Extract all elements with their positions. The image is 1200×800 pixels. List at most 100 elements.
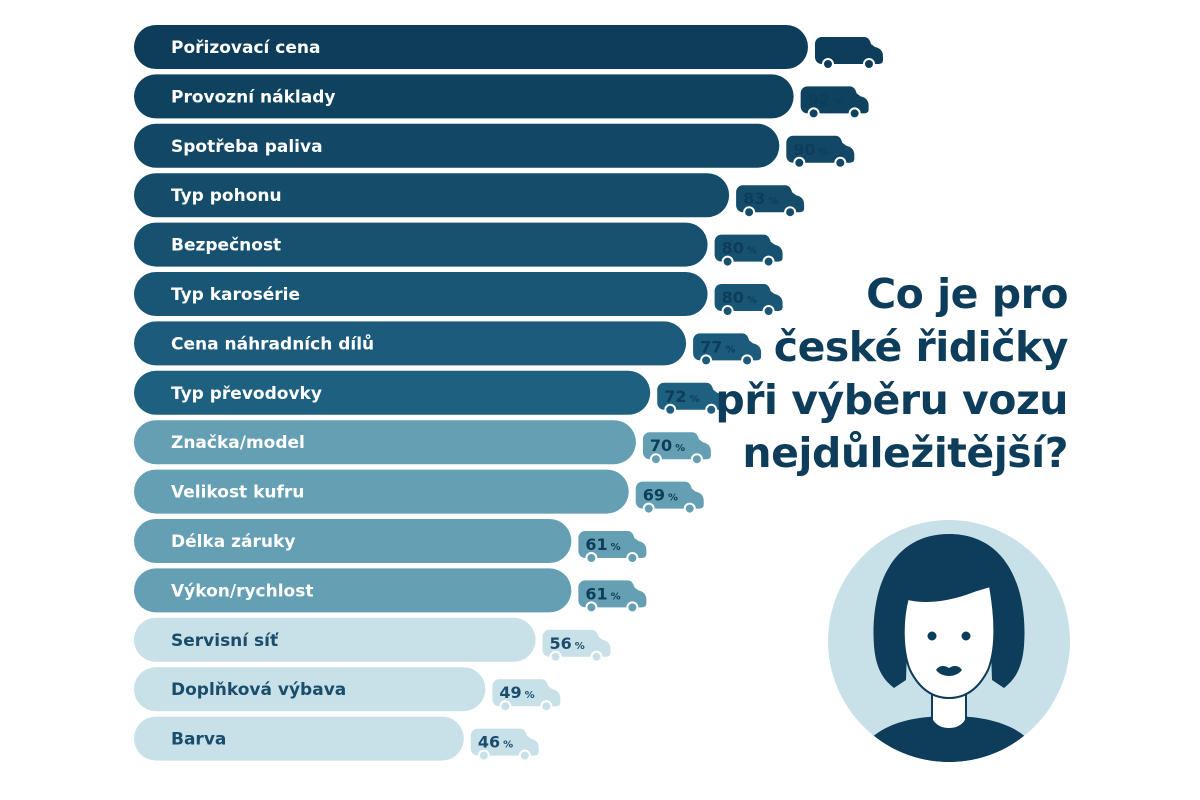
car-wheel [477, 749, 490, 762]
car-icon [578, 531, 647, 564]
car-icon [786, 135, 855, 169]
value-number: 61 [585, 584, 607, 603]
car-wheel [626, 552, 639, 564]
fringe-shape [906, 553, 994, 602]
bar-label: Velikost kufru [171, 483, 304, 503]
bar [134, 74, 794, 119]
value-number: 77 [700, 337, 722, 356]
car-icon [578, 580, 647, 614]
value-label: 70% [650, 436, 685, 455]
car-icon [470, 728, 539, 762]
car-icon [714, 234, 783, 268]
headline-line-1: Co je pro [866, 270, 1068, 318]
bar [134, 25, 808, 69]
bar-label: Doplňková výbava [171, 680, 346, 700]
value-label: 61% [585, 535, 620, 554]
value-label: 90% [793, 140, 828, 159]
value-number: 49 [499, 683, 521, 702]
car-body [642, 432, 711, 460]
headline-line-2: české řidičky [773, 323, 1069, 371]
car-icon [657, 382, 726, 416]
car-wheel [834, 156, 847, 169]
bar-row: Spotřeba paliva 90% [134, 123, 855, 169]
car-wheel [540, 700, 553, 713]
bar-label: Typ karosérie [171, 285, 300, 305]
value-number: 83 [743, 189, 765, 208]
car-wheel [700, 354, 713, 367]
car-icon [714, 284, 783, 317]
car-icon [814, 37, 883, 70]
car-icon [800, 86, 869, 120]
value-unit: % [725, 344, 735, 355]
car-icon [492, 679, 561, 713]
bar-row: Typ pohonu 83% [134, 173, 805, 219]
car-wheel [721, 305, 734, 317]
car-body [578, 531, 647, 558]
left-eye-icon [927, 631, 937, 641]
car-wheel [848, 107, 861, 120]
car-wheel [518, 749, 531, 762]
bar-label: Výkon/rychlost [171, 581, 313, 601]
value-label: 77% [700, 337, 735, 356]
car-body [542, 629, 611, 657]
value-label: 56% [550, 634, 585, 653]
car-body [714, 234, 783, 262]
bar-label: Servisní síť [171, 631, 279, 651]
woman-portrait-icon [828, 520, 1070, 762]
bar-label: Bezpečnost [171, 236, 281, 256]
value-unit: % [833, 97, 843, 108]
bar-row: Délka záruky 61% [134, 519, 647, 564]
value-number: 72 [664, 387, 686, 406]
value-number: 70 [650, 436, 672, 455]
car-body [714, 284, 783, 311]
car-icon [736, 185, 805, 219]
value-number: 90 [793, 140, 815, 159]
car-icon [693, 333, 762, 367]
bar [134, 716, 464, 761]
car-body [492, 679, 561, 707]
bar [134, 568, 572, 613]
bar [134, 519, 572, 563]
car-wheel [821, 58, 834, 70]
car-wheel [690, 453, 703, 466]
bar-row: Typ karosérie 80% [134, 272, 783, 317]
car-body [786, 135, 855, 163]
right-eye-icon [961, 631, 971, 641]
bar-row: Doplňková výbava 49% [134, 667, 561, 713]
value-unit: % [611, 591, 621, 602]
value-label: 80% [722, 239, 757, 258]
value-number: 94 [822, 41, 844, 60]
car-wheel [793, 156, 806, 169]
car-wheel [585, 601, 598, 614]
car-wheel [590, 650, 603, 663]
value-label: 49% [499, 683, 534, 702]
bar-label: Typ převodovky [171, 384, 322, 404]
bar-label: Typ pohonu [171, 186, 282, 206]
headline-line-3: při výběru vozu [715, 376, 1068, 424]
bar-row: Velikost kufru 69% [134, 469, 704, 515]
value-label: 61% [585, 584, 620, 603]
bar-row: Cena náhradních dílů 77% [134, 321, 762, 367]
car-wheel [807, 107, 820, 120]
value-number: 80 [722, 288, 744, 307]
value-number: 92 [808, 90, 830, 109]
value-unit: % [819, 147, 829, 158]
bar-row: Typ převodovky 72% [134, 370, 726, 416]
car-body [814, 37, 883, 64]
car-body [736, 185, 805, 213]
bar-row: Bezpečnost 80% [134, 222, 783, 268]
car-wheel [549, 650, 562, 663]
car-wheel [626, 601, 639, 614]
bar-row: Pořizovací cena 94% [134, 25, 883, 70]
car-body [635, 481, 704, 509]
value-number: 80 [722, 239, 744, 258]
car-wheel [642, 502, 655, 515]
bar-label: Pořizovací cena [171, 38, 320, 58]
value-unit: % [847, 48, 857, 59]
bar-label: Délka záruky [171, 532, 295, 552]
car-wheel [762, 305, 775, 317]
value-number: 69 [643, 486, 665, 505]
value-unit: % [768, 196, 778, 207]
car-body [800, 86, 869, 114]
